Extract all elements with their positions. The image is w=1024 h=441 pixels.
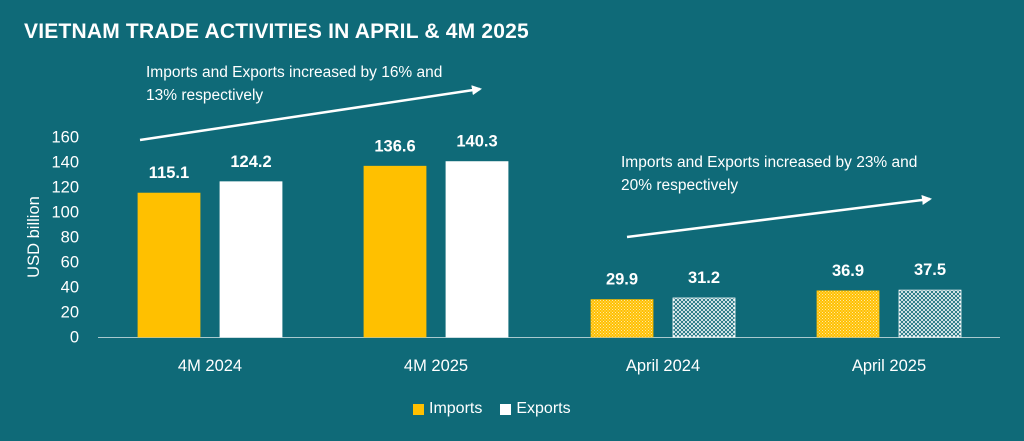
x-tick-label: April 2025 (852, 357, 926, 375)
x-tick-label: 4M 2024 (178, 357, 242, 375)
data-label-exports: 37.5 (914, 261, 946, 279)
bar-exports (219, 181, 283, 338)
bar-imports (363, 165, 427, 338)
trend-arrow-4m (139, 85, 482, 142)
x-tick-label: April 2024 (626, 357, 700, 375)
annotation-4m: Imports and Exports increased by 16% and… (146, 64, 443, 104)
y-tick-label: 120 (51, 179, 79, 197)
legend-item-imports: Imports (413, 400, 482, 418)
legend-swatch-exports (500, 403, 512, 415)
x-tick-label: 4M 2025 (404, 357, 468, 375)
bar-imports (590, 299, 654, 338)
data-label-exports: 31.2 (688, 269, 720, 287)
legend-label-imports: Imports (429, 400, 483, 417)
y-axis-label: USD billion (25, 196, 43, 278)
bar-exports (672, 297, 736, 338)
chart-title: VIETNAM TRADE ACTIVITIES IN APRIL & 4M 2… (24, 20, 529, 43)
y-tick-label: 20 (61, 304, 79, 322)
y-tick-label: 140 (51, 154, 79, 172)
y-tick-label: 80 (61, 229, 79, 247)
y-tick-label: 100 (51, 204, 79, 222)
bar-imports (137, 192, 201, 338)
data-label-exports: 124.2 (230, 153, 271, 171)
y-tick-label: 0 (70, 329, 79, 347)
legend-label-exports: Exports (516, 400, 571, 417)
y-tick-label: 40 (61, 279, 79, 297)
data-label-exports: 140.3 (456, 133, 497, 151)
annotation-april: Imports and Exports increased by 23% and… (621, 154, 918, 194)
legend-swatch-imports (413, 403, 424, 415)
y-tick-label: 60 (61, 254, 79, 272)
bar-imports (816, 290, 880, 338)
trend-arrow-april (626, 195, 932, 239)
data-label-imports: 115.1 (149, 164, 189, 182)
data-label-imports: 29.9 (606, 271, 638, 289)
data-label-imports: 136.6 (374, 137, 415, 155)
data-label-imports: 36.9 (832, 262, 864, 280)
legend: Imports Exports (413, 400, 581, 418)
bar-exports (898, 289, 962, 338)
bar-exports (445, 161, 509, 338)
y-tick-label: 160 (51, 129, 79, 147)
legend-item-exports: Exports (500, 400, 571, 418)
